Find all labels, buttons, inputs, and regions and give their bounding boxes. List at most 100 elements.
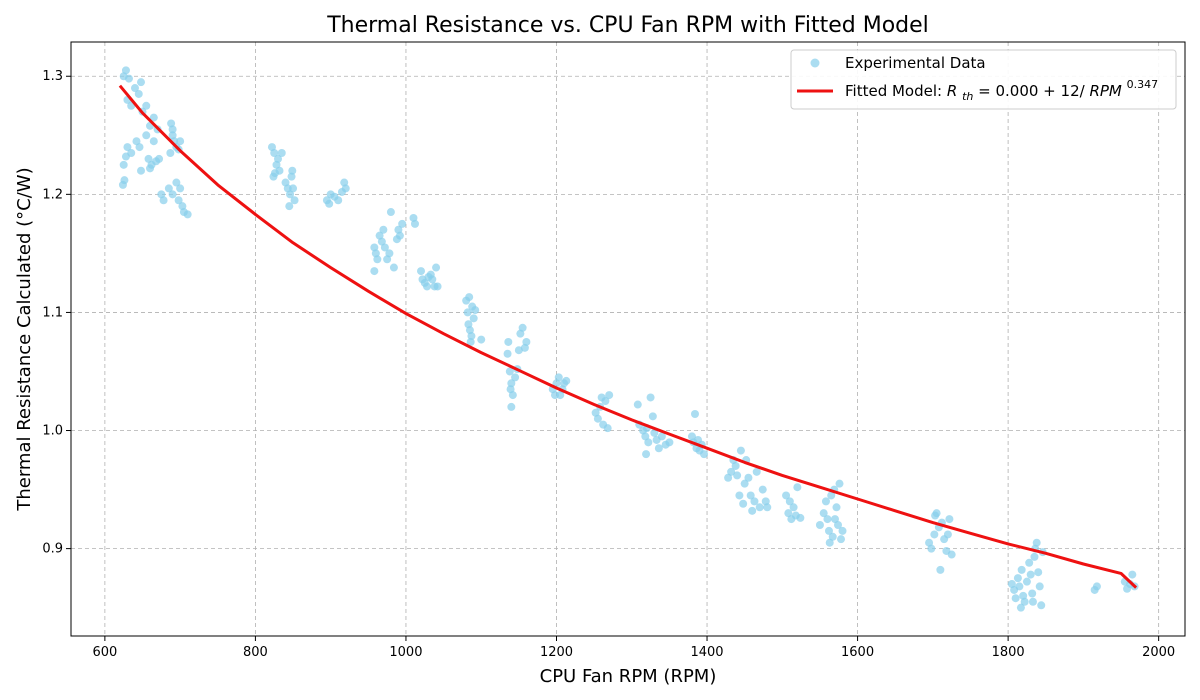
data-point (514, 346, 523, 355)
data-point (834, 520, 843, 529)
data-point (755, 503, 764, 512)
data-point (641, 432, 650, 441)
data-point (782, 491, 791, 500)
data-point (285, 202, 294, 211)
data-point (467, 332, 476, 341)
data-point (518, 323, 527, 332)
data-point (1016, 603, 1025, 612)
data-point (748, 506, 757, 515)
x-tick-label: 1200 (540, 645, 573, 660)
data-point (821, 497, 830, 506)
legend-box (790, 49, 1177, 110)
data-point (740, 479, 749, 488)
data-point (823, 515, 832, 524)
data-point (936, 565, 945, 574)
data-point (132, 137, 141, 146)
data-point (504, 337, 513, 346)
legend-fit-prefix: Fitted Model: (845, 82, 947, 100)
data-point (642, 450, 651, 459)
data-point (1025, 558, 1034, 567)
data-point (927, 544, 936, 553)
plot-frame (70, 41, 1186, 637)
legend-label-scatter: Experimental Data (845, 54, 986, 72)
data-point (183, 210, 192, 219)
x-tick-label: 800 (243, 645, 268, 660)
legend-fit-subscript: th (962, 90, 973, 103)
legend-fit-r: R (947, 82, 957, 100)
data-point (389, 263, 398, 272)
data-point (290, 196, 299, 205)
data-point (277, 149, 286, 158)
legend-fit-mid: = 0.000 + 12/ (978, 82, 1085, 100)
data-point (432, 263, 441, 272)
data-point (657, 432, 666, 441)
data-point (385, 249, 394, 258)
data-point (288, 166, 297, 175)
data-point (370, 267, 379, 276)
data-point (149, 137, 158, 146)
data-point (168, 190, 177, 199)
data-point (837, 535, 846, 544)
data-point (1028, 597, 1037, 606)
data-point (554, 373, 563, 382)
data-point (1028, 589, 1037, 598)
data-point (739, 499, 748, 508)
data-point (124, 74, 133, 83)
data-point (130, 84, 139, 93)
data-point (137, 78, 146, 87)
data-point (646, 393, 655, 402)
y-tick-label: 1.2 (42, 187, 63, 202)
data-point (142, 101, 151, 110)
data-point (784, 509, 793, 518)
data-point (931, 511, 940, 520)
x-tick-label: 1600 (841, 645, 874, 660)
data-point (1022, 577, 1031, 586)
data-point (118, 180, 127, 189)
data-point (471, 306, 480, 315)
data-point (168, 125, 177, 134)
data-point (947, 550, 956, 559)
data-point (123, 143, 132, 152)
data-point (127, 149, 136, 158)
legend-label-fit: Fitted Model: R th = 0.000 + 12/ RPM 0.3… (845, 78, 1158, 104)
y-tick-label: 1.0 (42, 424, 63, 439)
data-point (1037, 601, 1046, 610)
data-point (1092, 582, 1101, 591)
data-point (176, 137, 185, 146)
data-point (377, 237, 386, 246)
data-point (648, 412, 657, 421)
data-point (469, 314, 478, 323)
data-point (417, 267, 426, 276)
data-point (605, 391, 614, 400)
data-point (830, 515, 839, 524)
data-point (562, 376, 571, 385)
legend: Experimental Data Fitted Model: R th = 0… (790, 49, 1177, 110)
data-point (736, 446, 745, 455)
data-point (270, 149, 279, 158)
data-point (601, 396, 610, 405)
data-point (733, 471, 742, 480)
data-point (341, 184, 350, 193)
data-point (275, 166, 284, 175)
data-point (269, 172, 278, 181)
data-point (1032, 538, 1041, 547)
data-point (1034, 568, 1043, 577)
data-point (121, 66, 130, 75)
data-point (166, 149, 175, 158)
data-point (838, 526, 847, 535)
data-point (463, 308, 472, 317)
data-point (758, 485, 767, 494)
data-point (433, 282, 442, 291)
data-point (1013, 574, 1022, 583)
x-tick-label: 600 (92, 645, 117, 660)
data-point (373, 255, 382, 264)
data-point (633, 400, 642, 409)
data-point (1030, 552, 1039, 561)
data-point (1020, 597, 1029, 606)
data-point (1011, 594, 1020, 603)
axis-ticks: 600 800 1000 1200 1400 1600 1800 2000 0.9 1.0 1.1 1… (42, 69, 1175, 660)
data-point (824, 526, 833, 535)
data-point (395, 231, 404, 240)
data-point (379, 225, 388, 234)
